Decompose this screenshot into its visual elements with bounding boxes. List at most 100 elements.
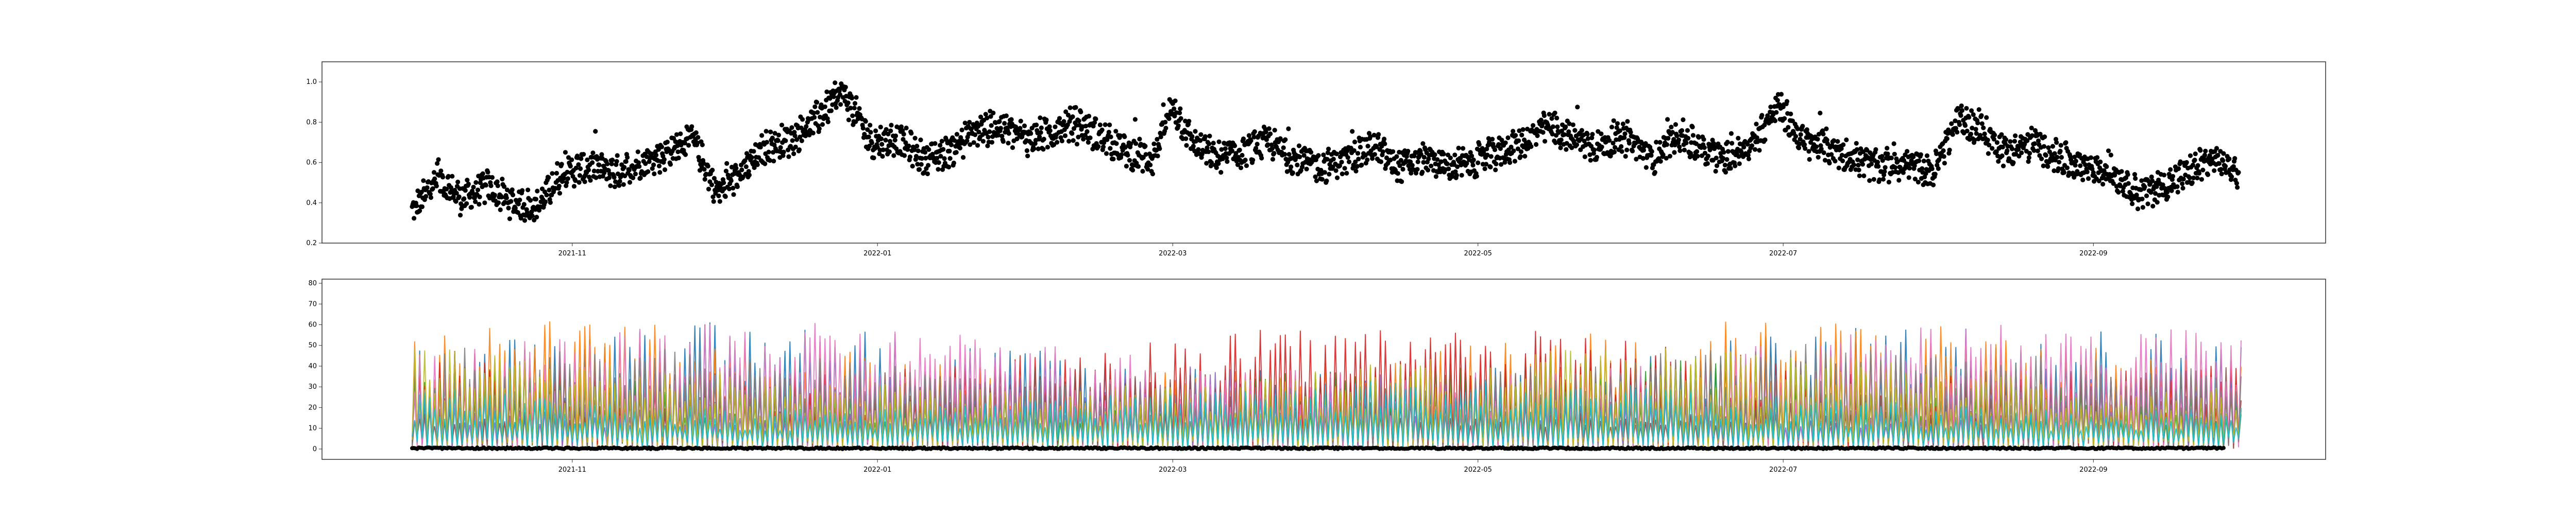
scatter-point xyxy=(1295,162,1300,167)
scatter-point xyxy=(477,202,482,207)
scatter-point xyxy=(2084,169,2090,175)
scatter-point xyxy=(1084,129,1090,134)
scatter-point xyxy=(1297,154,1302,160)
scatter-point xyxy=(1418,152,1423,157)
scatter-point xyxy=(2056,166,2061,171)
y-tick-label: 70 xyxy=(308,300,317,308)
scatter-point xyxy=(1833,159,1838,164)
scatter-point xyxy=(1499,138,1504,143)
scatter-point xyxy=(783,138,788,143)
scatter-point xyxy=(1511,129,1516,134)
scatter-point xyxy=(662,157,667,162)
scatter-point xyxy=(1265,142,1270,147)
scatter-point xyxy=(812,115,817,120)
scatter-point xyxy=(1582,154,1587,159)
scatter-point xyxy=(1936,166,1941,171)
scatter-point xyxy=(887,149,892,154)
scatter-point xyxy=(1891,141,1896,146)
scatter-point xyxy=(1347,159,1352,164)
scatter-point xyxy=(776,132,781,138)
scatter-point xyxy=(1515,146,1520,151)
scatter-point xyxy=(516,201,521,207)
scatter-point xyxy=(980,139,986,144)
scatter-point xyxy=(751,149,756,154)
x-tick-label: 2022-07 xyxy=(1769,250,1797,258)
x-tick-label: 2021-11 xyxy=(558,250,586,258)
scatter-point xyxy=(477,194,482,199)
scatter-point xyxy=(1331,157,1336,162)
scatter-point xyxy=(1841,142,1846,147)
scatter-point xyxy=(1905,149,1910,154)
scatter-point xyxy=(1877,177,1882,182)
scatter-point xyxy=(2032,141,2037,146)
scatter-point xyxy=(1517,128,1522,133)
scatter-point xyxy=(1684,140,1689,146)
scatter-point xyxy=(2154,184,2159,189)
scatter-point xyxy=(1136,164,1141,169)
scatter-point xyxy=(889,123,894,128)
scatter-point xyxy=(755,162,760,167)
scatter-point xyxy=(1745,152,1751,158)
scatter-point xyxy=(1654,140,1659,145)
scatter-point xyxy=(562,176,567,181)
scatter-point xyxy=(1137,136,1142,142)
scatter-point xyxy=(863,119,868,124)
scatter-point xyxy=(1327,171,1332,177)
scatter-point xyxy=(455,179,461,184)
scatter-point xyxy=(471,184,476,190)
scatter-point xyxy=(1836,165,1841,170)
scatter-point xyxy=(533,197,538,202)
scatter-point xyxy=(1061,119,1066,124)
scatter-point xyxy=(1309,150,1314,155)
scatter-point xyxy=(1034,123,1039,128)
scatter-point xyxy=(1225,159,1230,164)
scatter-point xyxy=(1482,166,1487,171)
scatter-point xyxy=(2039,156,2044,161)
scatter-point xyxy=(2200,167,2206,173)
scatter-point xyxy=(824,89,829,94)
scatter-point xyxy=(909,131,914,136)
scatter-point xyxy=(564,180,569,185)
scatter-point xyxy=(1412,153,1417,159)
scatter-point xyxy=(1924,153,1929,158)
scatter-point xyxy=(1879,154,1885,159)
scatter-point xyxy=(1974,131,1979,136)
scatter-point xyxy=(1550,131,1555,136)
scatter-point xyxy=(1071,138,1076,143)
scatter-point xyxy=(675,149,681,154)
scatter-point xyxy=(1798,136,1803,142)
scatter-point xyxy=(1111,157,1116,162)
scatter-point xyxy=(697,158,702,163)
scatter-point xyxy=(1371,132,1377,138)
scatter-point xyxy=(2198,148,2203,153)
scatter-point xyxy=(457,213,463,218)
scatter-point xyxy=(517,197,522,202)
scatter-point xyxy=(2078,163,2083,168)
scatter-point xyxy=(2234,181,2239,186)
scatter-point xyxy=(873,128,878,133)
scatter-point xyxy=(1408,159,1413,164)
scatter-point xyxy=(609,161,614,166)
scatter-point xyxy=(613,179,618,184)
scatter-point xyxy=(656,147,661,152)
scatter-point xyxy=(1009,117,1014,122)
scatter-point xyxy=(762,161,768,166)
scatter-point xyxy=(1076,118,1081,124)
scatter-point xyxy=(1264,137,1269,142)
scatter-point xyxy=(573,178,578,183)
scatter-point xyxy=(900,128,905,133)
scatter-point xyxy=(1376,132,1381,137)
scatter-point xyxy=(1002,121,1007,126)
scatter-point xyxy=(1344,170,1349,176)
scatter-point xyxy=(1516,138,1521,143)
scatter-point xyxy=(522,218,528,223)
scatter-point xyxy=(1672,150,1677,155)
scatter-point xyxy=(2165,194,2171,199)
scatter-point xyxy=(1502,160,1507,165)
scatter-point xyxy=(899,124,904,129)
scatter-point xyxy=(2149,178,2155,183)
scatter-point xyxy=(1127,158,1132,163)
scatter-point xyxy=(2215,152,2221,158)
scatter-point xyxy=(1350,129,1355,134)
scatter-point xyxy=(2165,190,2170,195)
